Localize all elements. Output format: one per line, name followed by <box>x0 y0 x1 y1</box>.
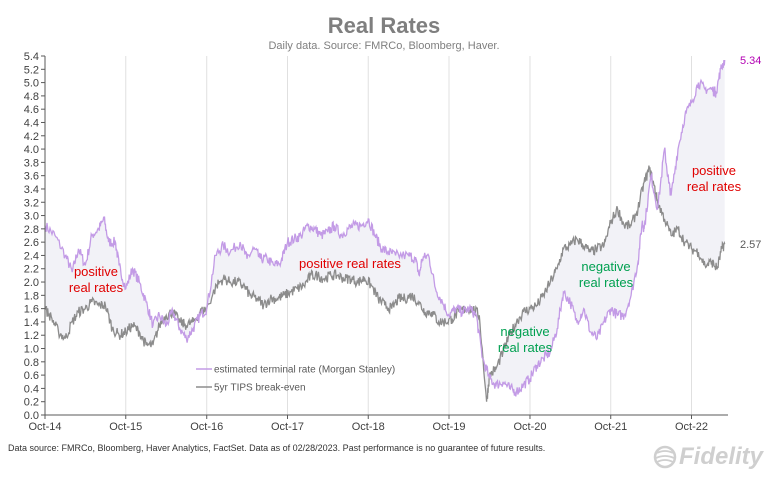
x-tick-label: Oct-14 <box>28 421 61 433</box>
y-tick-label: 2.4 <box>24 250 39 262</box>
y-tick-label: 2.6 <box>24 237 39 249</box>
y-tick-label: 0.6 <box>24 370 39 382</box>
annotation-ann4: negative <box>500 324 549 339</box>
x-tick-label: Oct-21 <box>594 421 627 433</box>
series-line-terminal-rate <box>44 59 726 397</box>
y-tick-label: 0.2 <box>24 397 39 409</box>
y-tick-label: 1.2 <box>24 330 39 342</box>
y-tick-label: 0.8 <box>24 357 39 369</box>
y-tick-label: 0.0 <box>24 410 39 422</box>
y-tick-label: 4.0 <box>24 144 39 156</box>
y-tick-label: 4.2 <box>24 131 39 143</box>
y-tick-label: 1.8 <box>24 290 39 302</box>
end-label-terminal-rate: 5.34 <box>740 55 761 67</box>
y-tick-label: 3.6 <box>24 171 39 183</box>
axis-layer: Oct-14 Oct-15 Oct-16 Oct-17 Oct-18 Oct-19 Oct-… <box>24 51 728 433</box>
annotation-ann5: positive <box>692 163 736 178</box>
y-tick-label: 3.2 <box>24 197 39 209</box>
y-tick-label: 3.0 <box>24 211 39 223</box>
x-tick-label: Oct-15 <box>109 421 142 433</box>
y-tick-label: 4.4 <box>24 117 39 129</box>
shade-layer <box>45 60 725 399</box>
chart-subtitle: Daily data. Source: FMRCo, Bloomberg, Ha… <box>268 40 499 52</box>
y-tick-label: 2.2 <box>24 264 39 276</box>
logo-text: Fidelity <box>678 443 763 470</box>
y-tick-label: 2.0 <box>24 277 39 289</box>
y-tick-label: 2.8 <box>24 224 39 236</box>
x-tick-label: Oct-18 <box>352 421 385 433</box>
series-line-tips-breakeven <box>44 165 726 402</box>
x-tick-label: Oct-16 <box>190 421 223 433</box>
annotation-ann4: real rates <box>498 340 553 355</box>
y-tick-label: 4.6 <box>24 104 39 116</box>
y-tick-label: 1.0 <box>24 344 39 356</box>
x-tick-label: Oct-17 <box>271 421 304 433</box>
footer-note: Data source: FMRCo, Bloomberg, Haver Ana… <box>8 443 546 453</box>
spread-shading <box>45 60 725 399</box>
fidelity-globe-icon <box>653 445 677 469</box>
end-label-tips-breakeven: 2.57 <box>740 239 761 251</box>
annotation-ann1: positive <box>74 264 118 279</box>
annotation-ann1: real rates <box>69 280 124 295</box>
x-tick-label: Oct-19 <box>432 421 465 433</box>
legend: estimated terminal rate (Morgan Stanley)… <box>196 365 395 394</box>
legend-label: 5yr TIPS break-even <box>214 383 306 394</box>
y-tick-label: 3.4 <box>24 184 39 196</box>
x-tick-label: Oct-20 <box>513 421 546 433</box>
y-tick-label: 3.8 <box>24 157 39 169</box>
real-rates-chart: Real Rates Daily data. Source: FMRCo, Bl… <box>24 13 762 433</box>
chart-title: Real Rates <box>328 13 441 38</box>
annotation-ann2: positive real rates <box>299 256 401 271</box>
y-tick-label: 5.4 <box>24 51 39 63</box>
annotation-ann5: real rates <box>687 179 742 194</box>
y-tick-label: 1.6 <box>24 304 39 316</box>
legend-label: estimated terminal rate (Morgan Stanley) <box>214 365 395 376</box>
y-tick-label: 5.2 <box>24 64 39 76</box>
y-tick-label: 1.4 <box>24 317 39 329</box>
series-layer <box>44 59 726 402</box>
y-tick-label: 4.8 <box>24 91 39 103</box>
y-tick-label: 5.0 <box>24 78 39 90</box>
fidelity-logo: Fidelity <box>651 443 763 470</box>
annotation-ann3: real rates <box>579 275 634 290</box>
y-tick-label: 0.4 <box>24 383 39 395</box>
annotation-ann3: negative <box>581 259 630 274</box>
x-tick-label: Oct-22 <box>675 421 708 433</box>
